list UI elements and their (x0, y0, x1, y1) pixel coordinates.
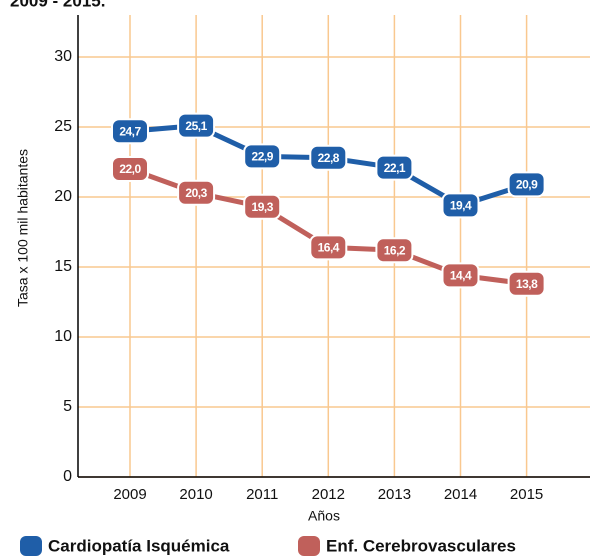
data-point (111, 118, 149, 145)
data-label: 16,4 (318, 241, 340, 255)
y-tick-label: 0 (63, 468, 72, 485)
data-label: 14,4 (450, 269, 472, 283)
data-label: 16,2 (384, 243, 406, 257)
y-tick-label: 10 (54, 328, 72, 345)
data-label: 19,4 (450, 199, 472, 213)
data-point (177, 179, 216, 206)
y-tick-label: 25 (54, 118, 72, 135)
data-label: 24,7 (119, 124, 141, 138)
legend-label: Cardiopatía Isquémica (48, 536, 230, 555)
x-tick-label: 2012 (312, 486, 345, 503)
data-label: 22,0 (119, 162, 141, 176)
data-point (243, 193, 282, 220)
y-tick-label: 30 (54, 48, 72, 65)
data-label: 22,9 (252, 150, 274, 164)
legend-swatch (298, 536, 320, 556)
data-label: 20,3 (185, 186, 207, 200)
x-tick-label: 2015 (510, 486, 543, 503)
data-label: 13,8 (516, 277, 538, 291)
x-tick-label: 2014 (444, 486, 477, 503)
legend-swatch (20, 536, 42, 556)
data-point (177, 112, 216, 139)
data-point (441, 262, 480, 289)
data-label: 22,8 (318, 151, 340, 165)
data-point (309, 144, 348, 171)
y-axis-label: Tasa x 100 mil habitantes (15, 149, 31, 307)
data-point (375, 154, 414, 181)
data-point (507, 270, 546, 297)
data-point (507, 171, 546, 198)
y-tick-label: 5 (63, 398, 72, 415)
x-axis-label: Años (308, 508, 340, 524)
legend-label: Enf. Cerebrovasculares (326, 536, 516, 555)
chart-title: 2009 - 2015. (10, 0, 105, 10)
x-tick-label: 2009 (113, 486, 146, 503)
data-label: 19,3 (252, 200, 274, 214)
data-label: 20,9 (516, 178, 538, 192)
y-tick-label: 20 (54, 188, 72, 205)
data-point (243, 143, 282, 170)
data-label: 22,1 (384, 161, 406, 175)
x-tick-label: 2013 (378, 486, 411, 503)
y-tick-label: 15 (54, 258, 72, 275)
data-point (441, 192, 480, 219)
data-label: 25,1 (185, 119, 207, 133)
data-point (111, 156, 149, 182)
data-point (309, 234, 348, 261)
x-tick-label: 2011 (246, 486, 278, 503)
x-tick-label: 2010 (179, 486, 212, 503)
data-point (375, 237, 414, 264)
